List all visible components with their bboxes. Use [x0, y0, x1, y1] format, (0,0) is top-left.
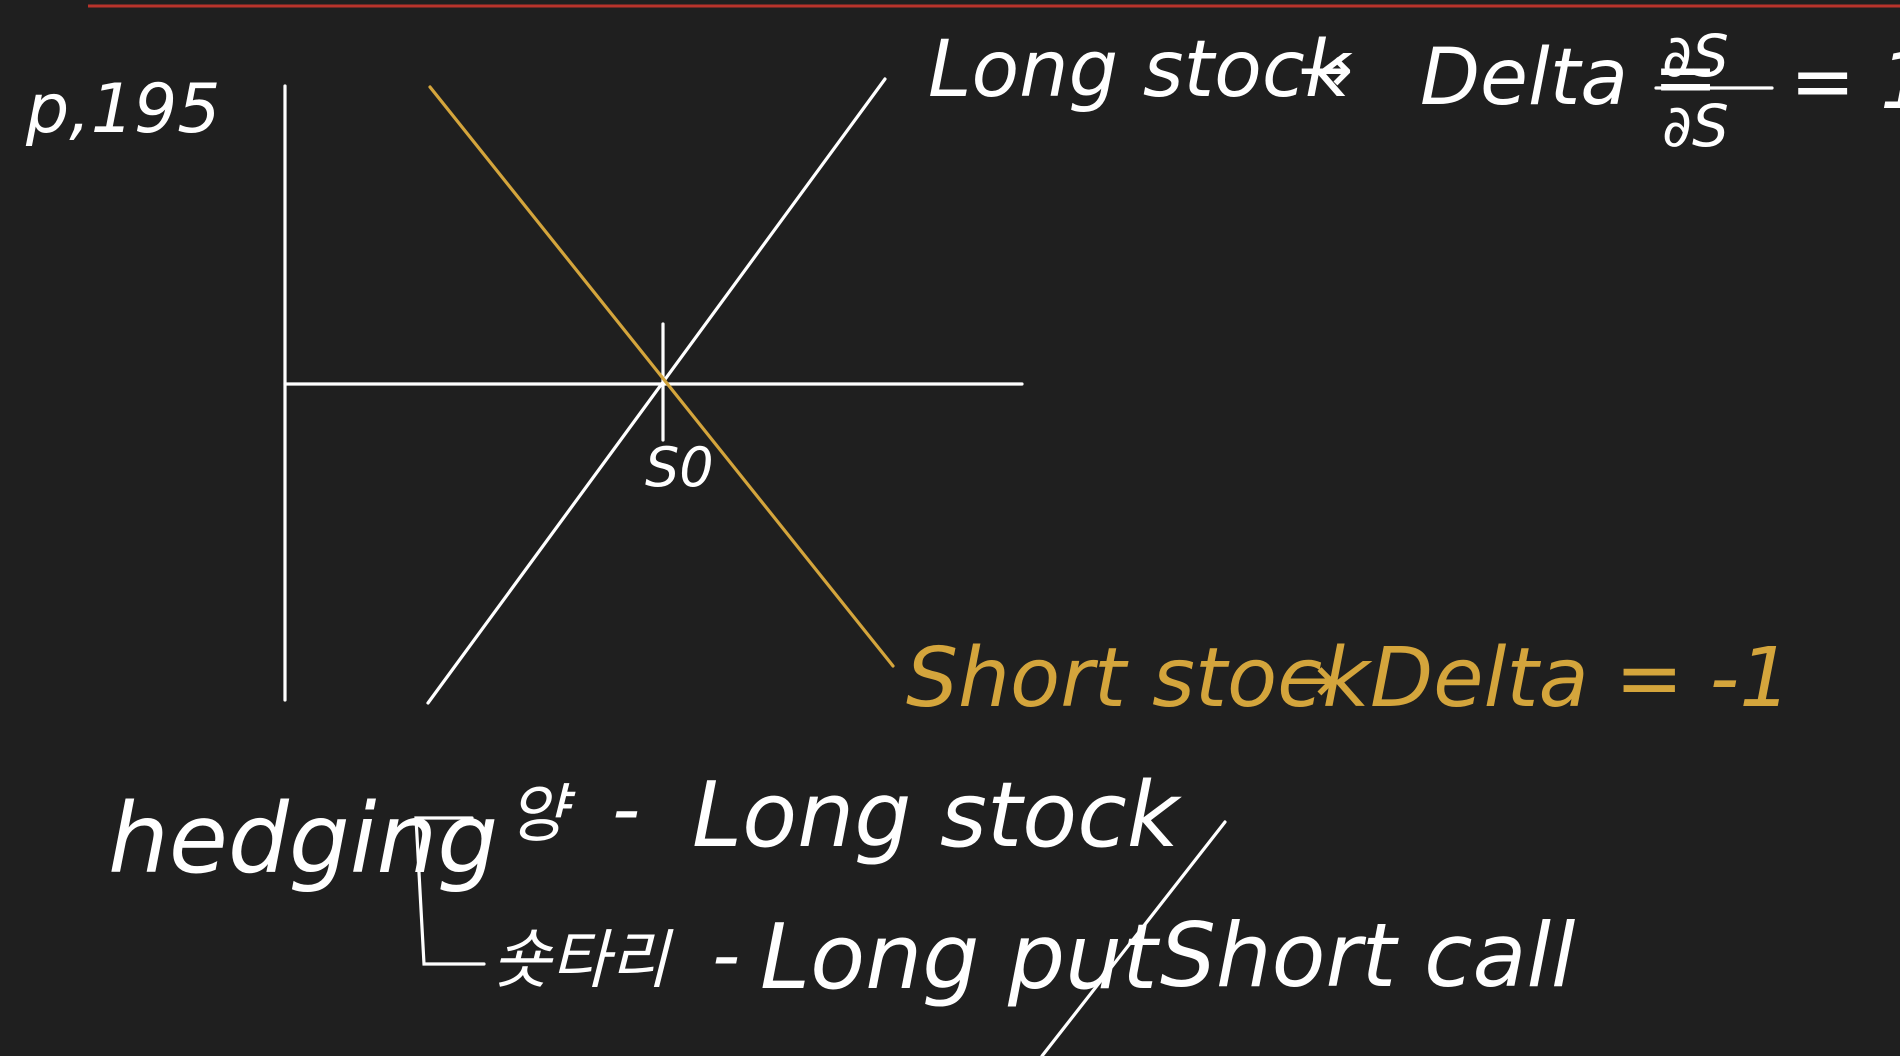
hedge-line-2-alt: Short call: [1160, 904, 1576, 1007]
hedge-line-1-korean: 양: [508, 778, 576, 852]
hedge-line-2-dash: -: [712, 911, 740, 1001]
hedge-line-1-text: Long stock: [692, 763, 1183, 868]
long-stock-payoff-line: [426, 77, 887, 705]
long-delta-prefix: Delta =: [1420, 33, 1718, 123]
hedge-line-2-korean: 숏타리: [492, 924, 674, 998]
long-delta-denominator: ∂S: [1662, 92, 1729, 160]
long-stock-label: Long stock: [928, 25, 1353, 115]
short-delta: Delta = -1: [1370, 631, 1791, 726]
hedge-line-1-dash: -: [612, 765, 640, 855]
short-stock-arrow: →: [1282, 641, 1337, 718]
long-stock-arrow: →: [1298, 31, 1353, 108]
long-delta-result: = 1: [1790, 37, 1900, 127]
short-stock-label: Short stock: [906, 631, 1373, 726]
long-delta-numerator: ∂S: [1662, 22, 1729, 90]
hedge-line-2-text: Long put: [760, 905, 1161, 1010]
hedge-slash-separator: [1040, 820, 1227, 1056]
hedging-label: hedging: [108, 783, 498, 895]
short-stock-payoff-line: [428, 85, 895, 668]
hedging-bracket: [414, 816, 486, 966]
s0-label: S0: [645, 436, 714, 499]
page-reference: p,195: [25, 70, 221, 149]
